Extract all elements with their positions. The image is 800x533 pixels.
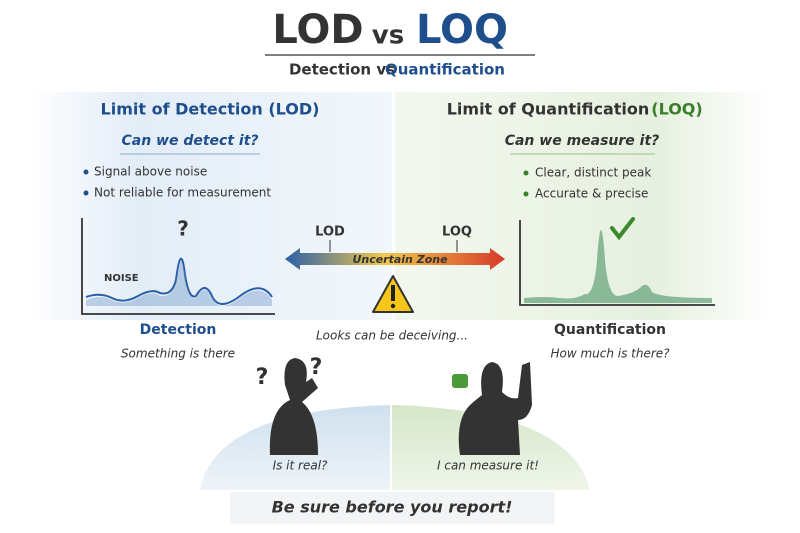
subtitle-right: Quantification [385,61,505,79]
footer-band [230,492,555,524]
lod-caption-sub: Something is there [121,347,235,361]
right-figure-caption: I can measure it! [437,459,539,473]
loq-question: Can we measure it? [505,133,660,149]
scale: LOD LOQ Uncertain Zone Looks can be dece… [285,225,505,343]
subtitle-left: Detection vs [289,61,395,79]
left-person [269,358,318,455]
title-mid: vs [372,21,404,51]
loq-bullet: Accurate & precise [535,187,648,201]
footer-text: Be sure before you report! [272,498,513,517]
thinking-mark: ? [310,355,323,380]
loq-heading-right: (LOQ) [651,100,702,119]
thumbs-up-icon [452,374,468,388]
bullet-dot [523,191,529,197]
axes [519,220,715,306]
lod-bullet: Signal above noise [94,165,207,179]
loq-marker: LOQ [442,225,472,240]
loq-caption-sub: How much is there? [550,347,670,361]
scale-note: Looks can be deceiving... [316,329,468,343]
zone-label: Uncertain Zone [352,253,448,266]
lod-heading: Limit of Detection (LOD) [101,100,320,119]
title-right: LOQ [416,7,508,53]
lod-marker: LOD [315,225,345,240]
bullet-dot [83,169,89,175]
left-figure-caption: Is it real? [273,459,328,473]
loq-panel-bg [395,92,770,320]
uncertainty-arrow [285,248,505,270]
loq-bullet: Clear, distinct peak [535,166,651,180]
loq-heading-left: Limit of Quantification [447,100,650,119]
right-person [458,362,532,455]
lod-panel: Limit of Detection (LOD) Can we detect i… [81,100,320,361]
bullet-dot [523,170,529,176]
thinking-mark: ? [256,365,269,390]
warning-bar [391,285,395,301]
lod-signal [85,257,273,305]
loq-panel: Limit of Quantification (LOQ) Can we mea… [447,100,715,361]
lod-fill [86,260,272,306]
figures: ? ? Is it real? I can measure it! [200,355,590,490]
lod-caption: Detection [140,322,217,338]
check-icon [610,217,635,241]
noise-label: NOISE [104,273,139,284]
warning-dot [390,303,396,309]
lod-question: Can we detect it? [121,133,258,149]
bullet-dot [83,190,89,196]
graph-question: ? [177,217,189,241]
axes [81,218,275,315]
title-left: LOD [272,7,363,53]
lod-bullet: Not reliable for measurement [94,186,271,200]
lod-panel-bg [30,92,392,320]
header: LOD vs LOQ Detection vs Quantification [265,7,535,79]
loq-caption: Quantification [554,322,666,338]
